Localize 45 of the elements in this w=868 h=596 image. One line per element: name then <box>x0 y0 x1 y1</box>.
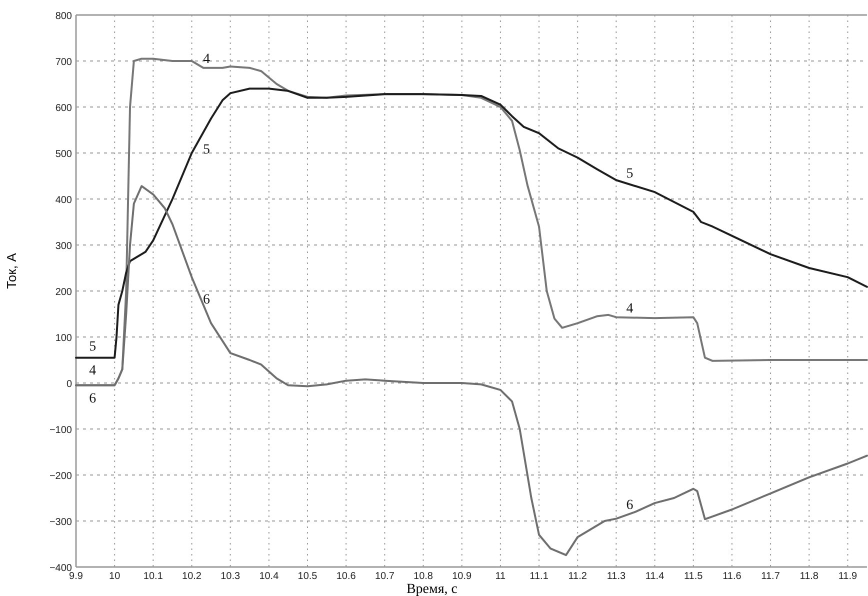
y-tick-label: 200 <box>55 287 72 298</box>
x-tick-label: 10.4 <box>259 571 280 582</box>
x-tick-label: 11.5 <box>684 571 704 582</box>
x-tick-label: 11.1 <box>530 571 549 582</box>
x-tick-label: 10.9 <box>452 571 472 582</box>
y-tick-label: 800 <box>55 11 72 22</box>
y-tick-label: 100 <box>55 333 72 344</box>
x-axis-title: Время, с <box>406 582 458 596</box>
y-tick-label: 300 <box>55 241 72 252</box>
x-tick-label: 10.3 <box>220 571 241 582</box>
x-tick-label: 11.2 <box>568 571 588 582</box>
x-tick-label: 10.6 <box>336 571 356 582</box>
text: 5 <box>203 142 210 158</box>
y-tick-label: 600 <box>55 103 72 114</box>
x-tick-label: 10.2 <box>182 571 202 582</box>
x-tick-label: 11.3 <box>606 571 626 582</box>
x-tick-label: 10 <box>109 571 121 582</box>
x-tick-label: 11.8 <box>800 571 819 582</box>
x-tick-label: 11.9 <box>838 571 858 582</box>
x-tick-label: 10.7 <box>374 571 395 582</box>
series-label: 5 <box>626 166 634 182</box>
y-tick-label: 700 <box>55 57 72 68</box>
y-tick-label: 400 <box>55 195 72 206</box>
y-tick-label: −100 <box>49 425 72 436</box>
x-tick-label: 9.9 <box>69 571 84 582</box>
x-tick-label: 11.7 <box>761 571 780 582</box>
y-tick-label: −200 <box>49 471 72 482</box>
x-tick-label: 11.6 <box>722 571 742 582</box>
x-tick-label: 11 <box>495 571 506 582</box>
x-tick-label: 11.4 <box>645 571 665 582</box>
x-tick-label: 10.5 <box>298 571 318 582</box>
y-axis-title: Ток, А <box>4 252 19 289</box>
y-tick-label: 0 <box>66 379 72 390</box>
series-label: 6 <box>626 498 634 513</box>
series-label: 4 <box>203 52 210 67</box>
line-series <box>75 88 868 359</box>
text: 6 <box>89 391 96 406</box>
y-tick-label: 500 <box>55 149 72 160</box>
x-tick-label: 10.8 <box>414 571 434 582</box>
text: 5 <box>89 340 96 355</box>
text: 4 <box>626 302 634 317</box>
text: 4 <box>89 363 96 378</box>
x-tick-label: 10.1 <box>143 571 164 582</box>
y-tick-label: −300 <box>49 517 72 528</box>
text: 6 <box>203 292 210 308</box>
